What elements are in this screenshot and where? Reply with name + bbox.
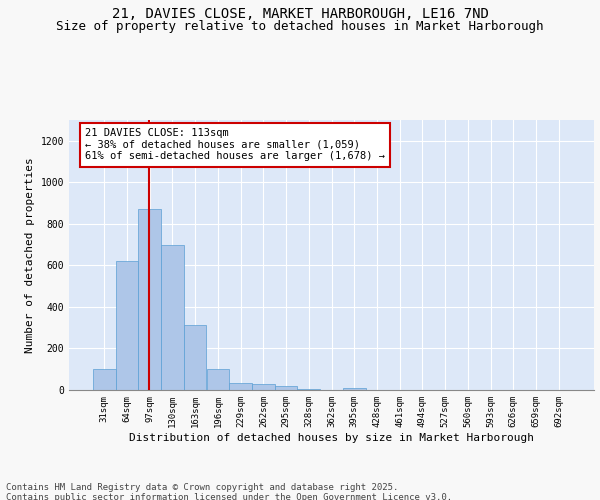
Bar [275, 386, 298, 390]
Bar [206, 369, 229, 390]
Bar [229, 383, 252, 390]
Bar [252, 384, 275, 390]
Text: 21 DAVIES CLOSE: 113sqm
← 38% of detached houses are smaller (1,059)
61% of semi: 21 DAVIES CLOSE: 113sqm ← 38% of detache… [85, 128, 385, 162]
Bar [93, 369, 116, 390]
Bar [343, 388, 365, 390]
Text: 21, DAVIES CLOSE, MARKET HARBOROUGH, LE16 7ND: 21, DAVIES CLOSE, MARKET HARBOROUGH, LE1… [112, 8, 488, 22]
Bar [161, 244, 184, 390]
Text: Contains HM Land Registry data © Crown copyright and database right 2025.
Contai: Contains HM Land Registry data © Crown c… [6, 482, 452, 500]
Bar [139, 210, 161, 390]
Bar [184, 324, 206, 390]
Text: Size of property relative to detached houses in Market Harborough: Size of property relative to detached ho… [56, 20, 544, 33]
Y-axis label: Number of detached properties: Number of detached properties [25, 157, 35, 353]
Bar [116, 261, 139, 390]
Bar [298, 389, 320, 390]
X-axis label: Distribution of detached houses by size in Market Harborough: Distribution of detached houses by size … [129, 432, 534, 442]
